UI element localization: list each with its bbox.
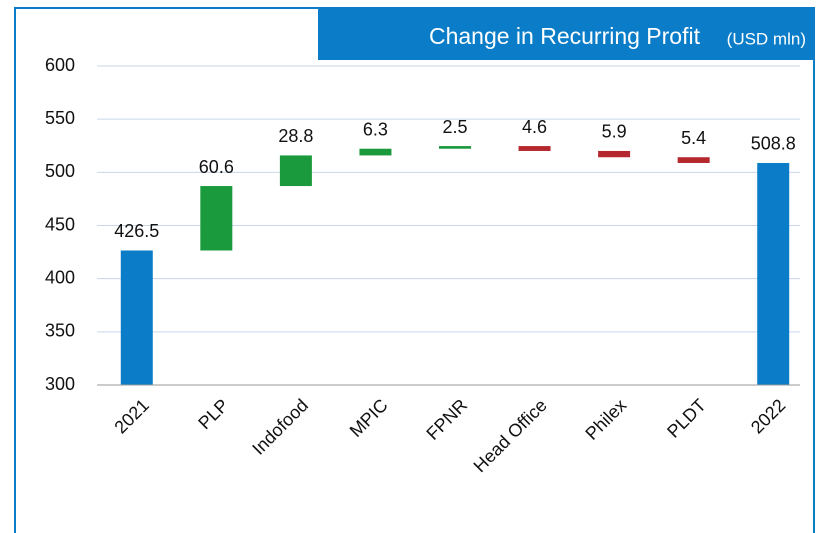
y-tick-label: 600 <box>45 55 75 75</box>
value-label: 6.3 <box>363 119 388 139</box>
bar <box>279 155 312 187</box>
value-label: 426.5 <box>114 221 159 241</box>
title-box <box>318 8 814 60</box>
value-label: 4.6 <box>522 117 547 137</box>
bar <box>439 146 471 149</box>
y-tick-label: 550 <box>45 108 75 128</box>
x-tick-label: MPIC <box>346 395 392 441</box>
y-tick-label: 450 <box>45 214 75 234</box>
chart-title: Change in Recurring Profit <box>429 23 701 49</box>
bar <box>359 148 392 156</box>
y-tick-label: 400 <box>45 267 75 287</box>
value-label: 508.8 <box>751 134 796 154</box>
value-label: 28.8 <box>278 126 313 146</box>
value-label: 60.6 <box>199 157 234 177</box>
x-tick-label: PLP <box>194 395 232 433</box>
bar <box>598 150 631 158</box>
x-tick-label: Philex <box>581 395 630 444</box>
bar <box>518 146 551 151</box>
value-label: 5.9 <box>602 122 627 142</box>
y-tick-label: 500 <box>45 161 75 181</box>
y-tick-label: 350 <box>45 321 75 341</box>
x-tick-label: Indofood <box>248 395 312 459</box>
bar <box>120 250 153 385</box>
bar <box>677 157 710 163</box>
x-tick-label: PLDT <box>663 395 710 442</box>
x-tick-label: Head Office <box>470 395 551 476</box>
bar <box>757 162 790 385</box>
bar <box>200 186 233 251</box>
value-label: 2.5 <box>442 117 467 137</box>
value-label: 5.4 <box>681 128 706 148</box>
y-tick-label: 300 <box>45 374 75 394</box>
chart-unit: (USD mln) <box>727 29 806 48</box>
x-tick-label: FPNR <box>422 395 471 444</box>
x-tick-label: 2021 <box>111 395 153 437</box>
x-tick-label: 2022 <box>747 395 789 437</box>
